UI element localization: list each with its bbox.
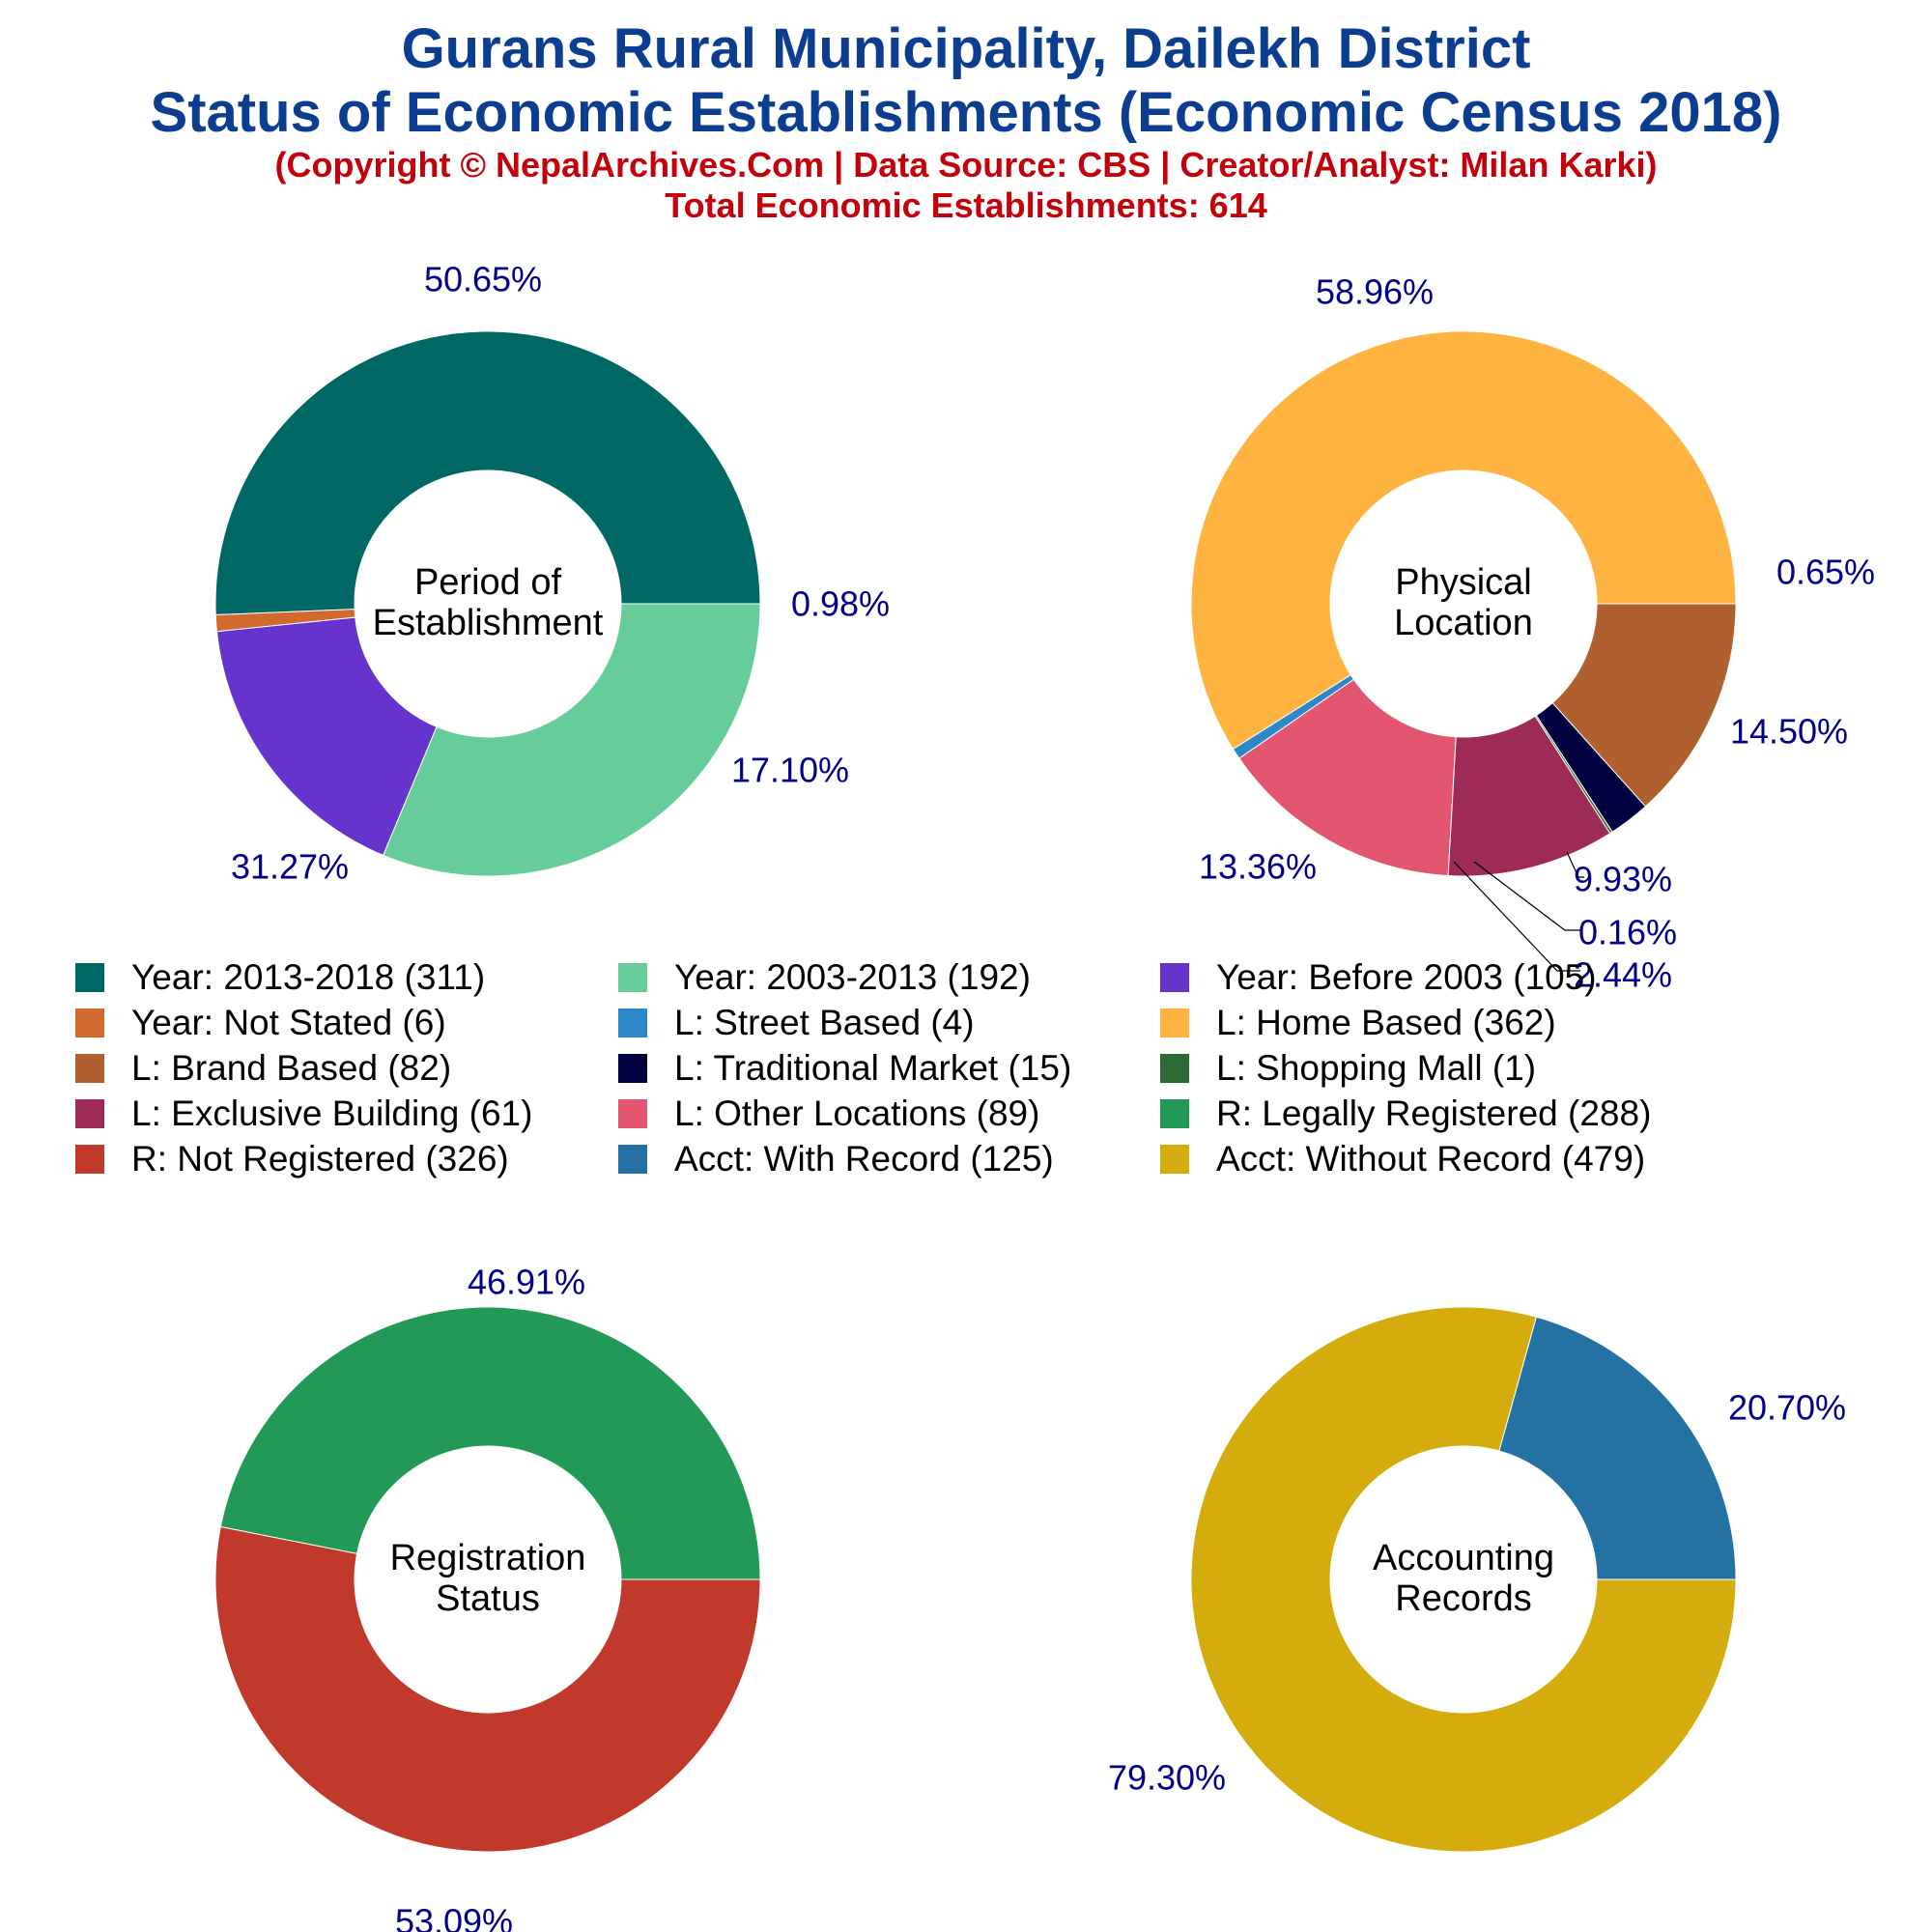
legend-item: Year: Not Stated (6) — [75, 1002, 446, 1044]
legend-label: L: Shopping Mall (1) — [1216, 1048, 1537, 1088]
legend-label: R: Not Registered (326) — [131, 1139, 509, 1179]
legend-label: Acct: With Record (125) — [674, 1139, 1054, 1179]
percent-label: 46.91% — [468, 1263, 585, 1302]
percent-label: 0.65% — [1776, 553, 1875, 592]
legend-item: Acct: Without Record (479) — [1160, 1138, 1645, 1180]
legend-swatch — [618, 1145, 647, 1174]
legend-label: L: Exclusive Building (61) — [131, 1094, 533, 1133]
chart-title-line-1: Gurans Rural Municipality, Dailekh Distr… — [401, 17, 1531, 80]
percent-label: 14.50% — [1730, 712, 1848, 752]
legend-item: L: Other Locations (89) — [618, 1093, 1039, 1135]
percent-label: 53.09% — [395, 1902, 513, 1932]
donut-center-label: Accounting — [1373, 1538, 1554, 1578]
legend-swatch — [75, 1054, 104, 1083]
leader-line — [1566, 851, 1584, 878]
percent-label: 17.10% — [731, 751, 849, 790]
pie-slice — [383, 603, 761, 877]
legend-label: L: Home Based (362) — [1216, 1003, 1556, 1042]
legend-item: L: Home Based (362) — [1160, 1002, 1556, 1044]
legend-item: L: Exclusive Building (61) — [75, 1093, 532, 1135]
percent-label: 31.27% — [231, 847, 349, 887]
pie-slice — [1498, 1316, 1737, 1580]
percent-label: 58.96% — [1316, 272, 1434, 312]
pie-slice — [214, 330, 761, 616]
legend-label: Year: Before 2003 (105) — [1216, 957, 1597, 997]
leader-line — [1473, 861, 1580, 931]
legend-label: L: Other Locations (89) — [674, 1094, 1040, 1133]
donut-center-label: Period of — [414, 562, 562, 603]
legend-swatch — [618, 963, 647, 992]
donut-chart-1: 50.65% 0.98% 17.10% 31.27% Period ofEstablis… — [214, 260, 890, 887]
legend-swatch — [75, 1009, 104, 1037]
pie-slice — [1238, 678, 1457, 877]
percent-label: 2.44% — [1574, 955, 1672, 995]
legend-item: Year: 2003-2013 (192) — [618, 956, 1031, 999]
legend-swatch — [75, 1145, 104, 1174]
pie-slice — [1551, 603, 1737, 808]
legend-item: Year: Before 2003 (105) — [1160, 956, 1597, 999]
legend-swatch — [1160, 1099, 1189, 1128]
legend-swatch — [1160, 1145, 1189, 1174]
donut-center-label: Registration — [390, 1538, 586, 1578]
legend-label: L: Brand Based (82) — [131, 1048, 452, 1088]
legend-item: Acct: With Record (125) — [618, 1138, 1054, 1180]
legend-item: L: Brand Based (82) — [75, 1047, 451, 1090]
chart-title-line-2: Status of Economic Establishments (Econo… — [150, 81, 1782, 144]
legend-swatch — [1160, 1054, 1189, 1083]
legend-item: L: Street Based (4) — [618, 1002, 975, 1044]
legend-label: Year: 2003-2013 (192) — [674, 957, 1031, 997]
pie-slice — [1535, 701, 1647, 833]
legend-item: R: Legally Registered (288) — [1160, 1093, 1651, 1135]
pie-slice — [219, 1306, 761, 1580]
percent-label: 9.93% — [1574, 860, 1672, 899]
legend-swatch — [1160, 1009, 1189, 1037]
donut-center-label: Location — [1394, 603, 1533, 643]
donut-center-label: Physical — [1395, 562, 1532, 603]
legend-label: R: Legally Registered (288) — [1216, 1094, 1652, 1133]
pie-slice — [215, 616, 438, 857]
legend-swatch — [75, 963, 104, 992]
pie-slice — [1447, 715, 1611, 877]
pie-slice — [1190, 330, 1737, 751]
donut-center-label: Status — [436, 1578, 540, 1619]
percent-label: 13.36% — [1199, 847, 1317, 887]
percent-label: 0.98% — [791, 584, 890, 624]
legend-label: Year: 2013-2018 (311) — [131, 957, 486, 997]
legend-swatch — [75, 1099, 104, 1128]
legend-item: R: Not Registered (326) — [75, 1138, 509, 1180]
donut-center-label: Records — [1395, 1578, 1532, 1619]
legend-item: L: Traditional Market (15) — [618, 1047, 1071, 1090]
total-establishments: Total Economic Establishments: 614 — [665, 185, 1267, 225]
percent-label: 0.16% — [1578, 913, 1677, 952]
pie-slice — [1190, 1306, 1737, 1853]
pie-slice — [214, 609, 356, 633]
donut-chart-2: 58.96% 0.65% 14.50% 9.93% 0.16%2.44% 13.36% Ph… — [1190, 272, 1875, 995]
percent-label: 50.65% — [424, 260, 542, 299]
legend-swatch — [1160, 963, 1189, 992]
leader-line — [1453, 861, 1580, 972]
legend-label: L: Traditional Market (15) — [674, 1048, 1072, 1088]
legend-label: Year: Not Stated (6) — [131, 1003, 446, 1042]
legend-item: L: Shopping Mall (1) — [1160, 1047, 1536, 1090]
pie-slice — [214, 1525, 761, 1853]
chart-header: Gurans Rural Municipality, Dailekh Distr… — [0, 17, 1932, 226]
percent-label: 79.30% — [1108, 1758, 1226, 1798]
donut-center-label: Establishment — [373, 603, 604, 643]
copyright-line: (Copyright © NepalArchives.Com | Data So… — [274, 145, 1658, 185]
legend-item: Year: 2013-2018 (311) — [75, 956, 485, 999]
legend-swatch — [618, 1009, 647, 1037]
legend-label: Acct: Without Record (479) — [1216, 1139, 1646, 1179]
legend-label: L: Street Based (4) — [674, 1003, 975, 1042]
legend-swatch — [618, 1054, 647, 1083]
percent-label: 20.70% — [1728, 1388, 1846, 1428]
legend-swatch — [618, 1099, 647, 1128]
